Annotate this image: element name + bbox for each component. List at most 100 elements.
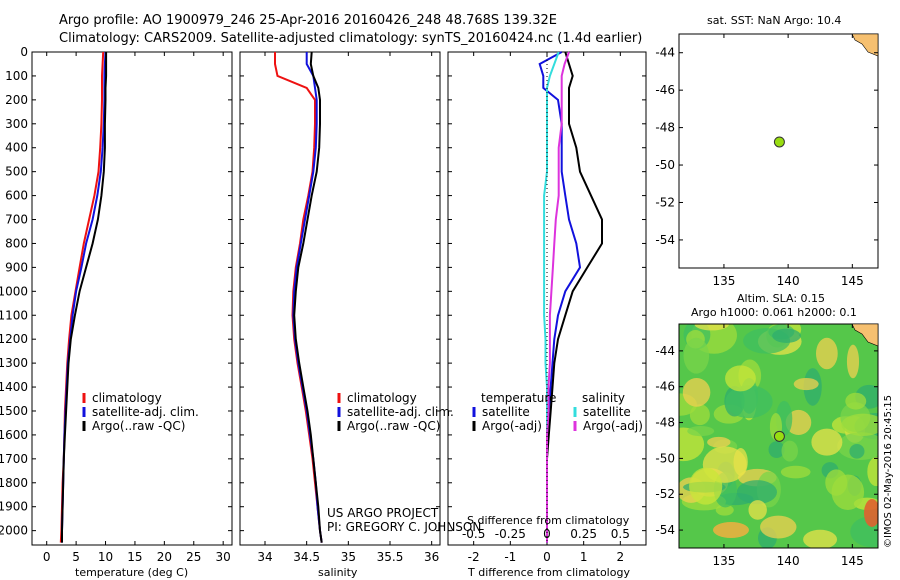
depth-tick-label: 1300: [0, 356, 28, 370]
legend-header: salinity: [582, 391, 625, 405]
depth-tick-label: 1500: [0, 404, 28, 418]
title-line-1: Argo profile: AO 1900979_246 25-Apr-2016…: [59, 13, 557, 28]
map-y-tick-label: -46: [655, 380, 675, 394]
coastline: [851, 323, 879, 347]
temperature-x-label: temperature (deg C): [75, 566, 188, 579]
legend-header: temperature: [481, 391, 556, 405]
depth-tick-label: 700: [5, 213, 28, 227]
x-tick-label: 10: [98, 550, 113, 564]
depth-tick-label: 2000: [0, 524, 28, 538]
difference-panel: -2 -1 0 1 2 -0.5 -0.25 0 0.25 0.5 temperature salin…: [447, 51, 647, 564]
legend-label: satellite: [583, 405, 631, 419]
depth-tick-label: 1400: [0, 380, 28, 394]
heatmap-cell: [780, 465, 811, 479]
s-tick-label: 0: [543, 527, 551, 541]
depth-tick-label: 300: [5, 117, 28, 131]
heatmap-cell: [768, 441, 785, 459]
heatmap-cell: [683, 337, 710, 374]
heatmap-cell: [781, 440, 798, 462]
depth-tick-label: 1700: [0, 452, 28, 466]
depth-tick-label: 1000: [0, 284, 28, 298]
legend-label: Argo(-adj): [583, 419, 643, 433]
sla-map-panel: 135 140 145 -44 -46 -48 -50 -52 -54: [655, 323, 879, 568]
heatmap-cell: [689, 404, 710, 426]
series-line-temperature-satellite: [538, 51, 582, 543]
heatmap-cell: [682, 377, 711, 407]
map-y-tick-label: -44: [655, 344, 675, 358]
x-tick-label: 36: [424, 550, 439, 564]
map-x-tick-label: 135: [712, 274, 735, 288]
series-line-salinity-argo-adj-: [546, 51, 570, 543]
depth-tick-label: 400: [5, 141, 28, 155]
legend-label: satellite-adj. clim.: [347, 405, 454, 419]
salinity-panel: 34 34.5 35 35.5 36 climatologysatellite-adj. …: [239, 51, 454, 564]
map-y-tick-label: -54: [655, 233, 675, 247]
plot-frame: [31, 51, 233, 546]
depth-tick-label: 1900: [0, 500, 28, 514]
sst-map-title: sat. SST: NaN Argo: 10.4: [707, 14, 841, 27]
x-tick-label: 35: [341, 550, 356, 564]
map-y-tick-label: -50: [655, 451, 675, 465]
map-y-tick-label: -46: [655, 83, 675, 97]
title-line-2: Climatology: CARS2009. Satellite-adjuste…: [59, 31, 642, 46]
map-frame: [678, 323, 879, 549]
heatmap-cell: [864, 499, 878, 527]
x-tick-label: -1: [504, 550, 516, 564]
legend-label: climatology: [347, 391, 417, 405]
heatmap-cell: [760, 515, 797, 539]
legend-label: satellite: [482, 405, 530, 419]
legend-label: satellite-adj. clim.: [92, 405, 199, 419]
heatmap-cell: [846, 344, 860, 379]
legend-label: Argo(..raw -QC): [347, 419, 440, 433]
project-annotation-line-2: PI: GREGORY C. JOHNSON: [327, 520, 481, 534]
heatmap-cell: [849, 444, 865, 459]
heatmap-cell: [713, 522, 749, 538]
depth-tick-label: 1100: [0, 308, 28, 322]
depth-tick-label: 100: [5, 69, 28, 83]
map-y-tick-label: -54: [655, 523, 675, 537]
imos-credit: ©IMOS 02-May-2016 20:45:15: [883, 395, 894, 548]
depth-tick-label: 1200: [0, 332, 28, 346]
map-y-tick-label: -44: [655, 46, 675, 60]
s-tick-label: -0.25: [495, 527, 526, 541]
heatmap-cell: [793, 377, 819, 391]
heatmap-cell: [748, 500, 767, 520]
map-frame: [678, 33, 879, 269]
salinity-x-label: salinity: [318, 566, 358, 579]
heatmap-cell: [772, 328, 801, 343]
map-y-tick-label: -48: [655, 121, 675, 135]
heatmap-cell: [715, 504, 734, 516]
depth-tick-label: 1800: [0, 476, 28, 490]
series-line-climatology: [59, 51, 105, 543]
map-y-tick-label: -52: [655, 487, 675, 501]
heatmap-cell: [845, 392, 867, 410]
map-x-tick-label: 145: [841, 274, 864, 288]
heatmap-cell: [841, 413, 878, 436]
heatmap-cell: [803, 529, 838, 548]
heatmap-cell: [736, 480, 777, 505]
sla-map-title-2: Argo h1000: 0.061 h2000: 0.1: [691, 306, 857, 319]
depth-tick-label: 900: [5, 260, 28, 274]
float-location-marker: [773, 430, 785, 442]
x-tick-label: 2: [617, 550, 625, 564]
x-tick-label: 0: [543, 550, 551, 564]
s-tick-label: 0.5: [611, 527, 630, 541]
map-x-tick-label: 140: [777, 554, 800, 568]
depth-tick-label: 800: [5, 236, 28, 250]
x-tick-label: 35.5: [377, 550, 404, 564]
heatmap-cell: [687, 425, 715, 437]
series-line-satellite-adj-clim-: [292, 52, 323, 543]
map-y-tick-label: -52: [655, 195, 675, 209]
coastline: [851, 33, 879, 57]
float-location-marker: [773, 136, 785, 148]
map-x-tick-label: 140: [777, 274, 800, 288]
map-y-tick-label: -50: [655, 158, 675, 172]
x-tick-label: 1: [580, 550, 588, 564]
legend-label: climatology: [92, 391, 162, 405]
heatmap-cell: [725, 365, 756, 392]
heatmap-cell: [707, 436, 731, 448]
x-tick-label: 5: [72, 550, 80, 564]
depth-tick-label: 500: [5, 165, 28, 179]
sst-map-panel: 135 140 145 -44 -46 -48 -50 -52 -54: [655, 33, 879, 288]
depth-tick-label: 1600: [0, 428, 28, 442]
